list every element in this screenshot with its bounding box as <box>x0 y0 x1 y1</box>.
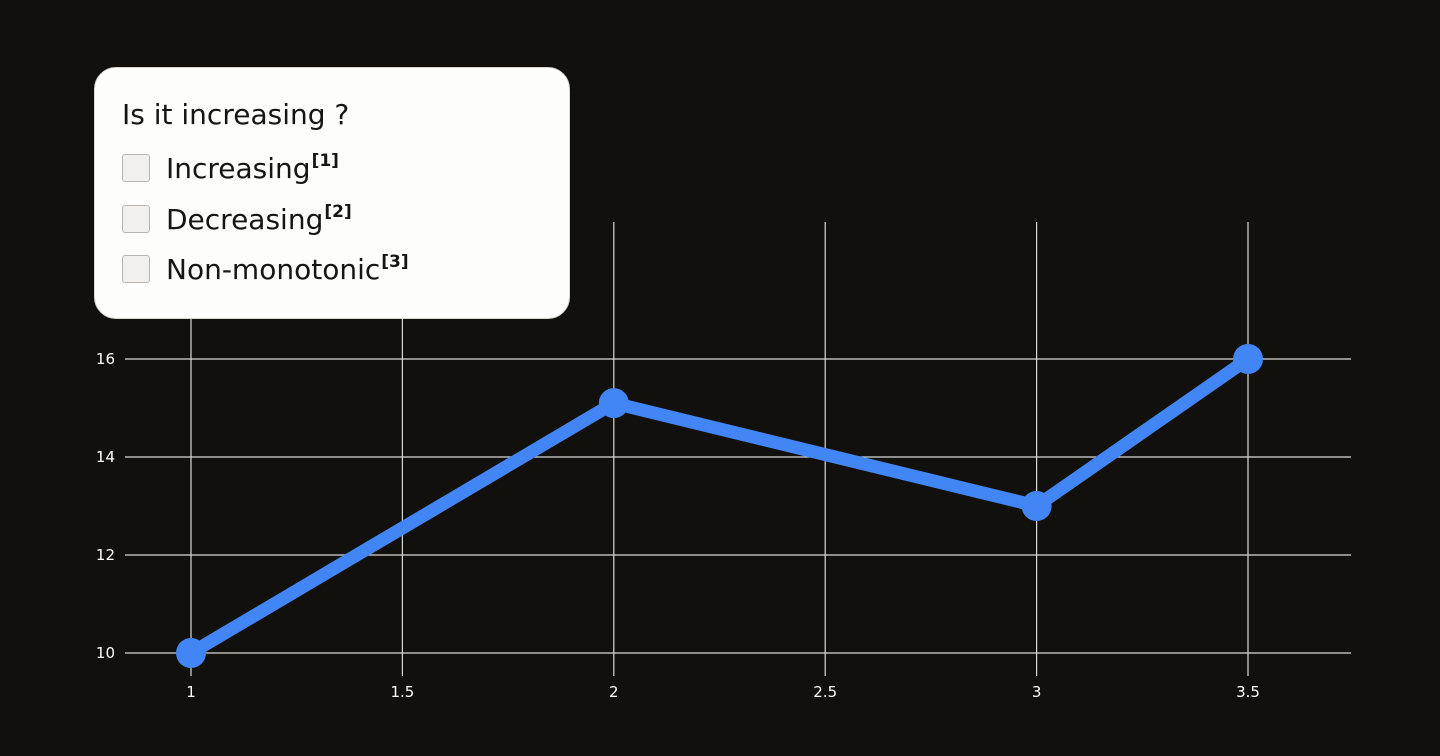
footnote-ref[interactable]: [1] <box>311 151 339 171</box>
data-point <box>1233 344 1263 374</box>
series-line <box>187 353 1252 659</box>
checkbox-decreasing[interactable] <box>122 205 150 233</box>
option-label: Decreasing <box>166 203 324 236</box>
checkbox-non-monotonic[interactable] <box>122 255 150 283</box>
checkbox-increasing[interactable] <box>122 154 150 182</box>
option-increasing[interactable]: Increasing[1] <box>122 151 339 185</box>
y-tick-label: 10 <box>96 644 115 662</box>
data-point <box>598 388 629 419</box>
option-decreasing[interactable]: Decreasing[2] <box>122 202 352 236</box>
data-point <box>1021 491 1052 521</box>
x-tick-label: 3 <box>1032 683 1042 701</box>
option-label: Non-monotonic <box>166 253 381 286</box>
x-tick-label: 1.5 <box>390 683 414 701</box>
data-point <box>176 638 206 668</box>
x-tick-label: 2.5 <box>813 683 837 701</box>
quiz-question: Is it increasing ? <box>122 98 350 131</box>
option-non-monotonic[interactable]: Non-monotonic[3] <box>122 252 409 286</box>
footnote-ref[interactable]: [2] <box>324 202 352 222</box>
option-label: Increasing <box>166 152 311 185</box>
x-tick-label: 2 <box>609 683 619 701</box>
y-tick-label: 12 <box>96 546 115 564</box>
y-tick-label: 14 <box>96 448 115 466</box>
quiz-card: Is it increasing ? Increasing[1] Decreas… <box>94 67 570 319</box>
y-tick-label: 16 <box>96 350 115 368</box>
x-tick-label: 3.5 <box>1236 683 1260 701</box>
x-tick-label: 1 <box>186 683 196 701</box>
footnote-ref[interactable]: [3] <box>381 252 409 272</box>
